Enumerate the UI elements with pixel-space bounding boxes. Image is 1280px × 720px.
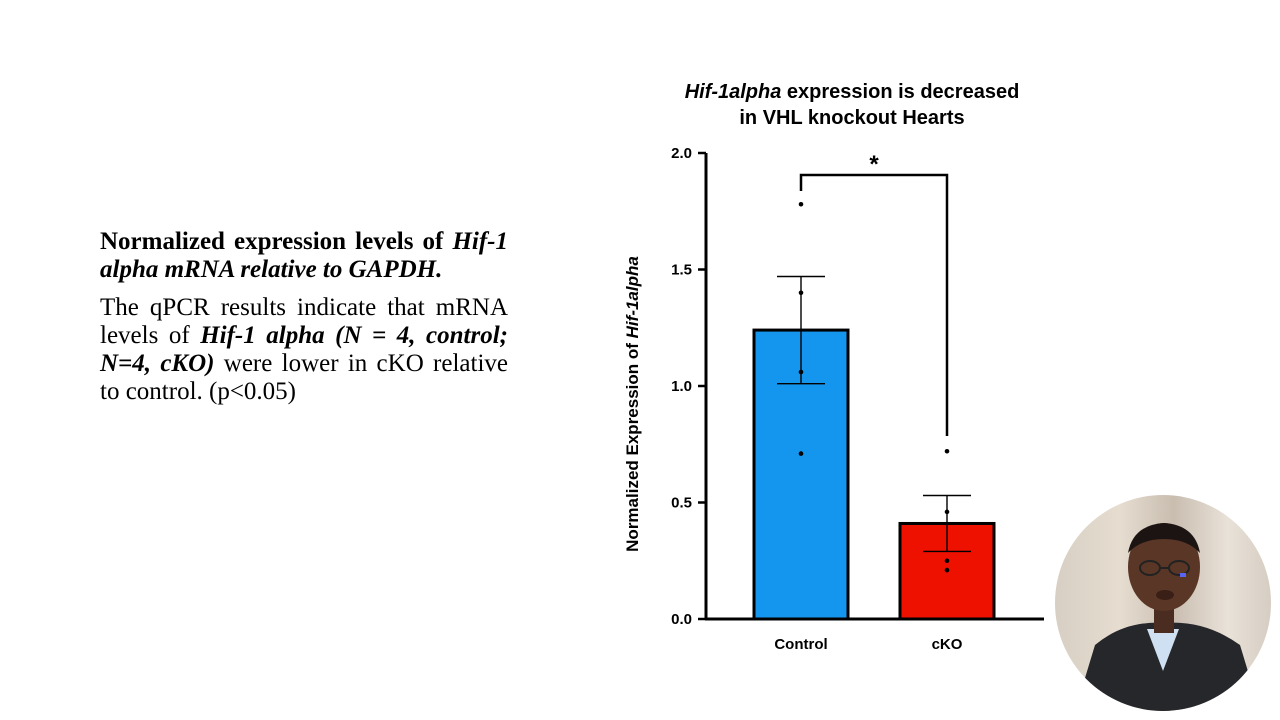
heading-italic-text: Hif-1 alpha mRNA relative to GAPDH.: [100, 228, 508, 283]
chart-title-italic: Hif-1alpha: [684, 81, 782, 103]
presenter-webcam: [1055, 495, 1271, 711]
chart-title: Hif-1alpha expression is decreased in VHL…: [640, 79, 1064, 131]
chart-title-line1: expression is decreased: [781, 81, 1020, 103]
data-point-cko-3: [944, 558, 950, 564]
chart-title-line2: in VHL knockout Hearts: [739, 107, 965, 129]
slide-body: The qPCR results indicate that mRNA leve…: [100, 294, 508, 406]
slide-text: Normalized expression levels of Hif-1 al…: [100, 228, 508, 406]
y-tick-label-2.0: 2.0: [671, 145, 692, 162]
significance-marker: *: [869, 151, 879, 178]
significance-bracket: [799, 173, 949, 436]
x-tick-label-control: Control: [774, 636, 827, 653]
data-point-control-2: [798, 290, 804, 296]
data-point-control-3: [798, 369, 804, 375]
data-point-control-4: [798, 451, 804, 456]
y-tick-label-1.5: 1.5: [671, 262, 692, 279]
x-tick-label-cko: cKO: [932, 636, 963, 653]
body-text-3: were lower in cKO relative to control. (…: [100, 350, 508, 405]
y-tick-label-0.0: 0.0: [671, 611, 692, 628]
data-point-cko-2: [944, 509, 950, 515]
body-text-1: The qPCR results indicate that mRNA leve…: [100, 294, 508, 349]
body-text-2: Hif-1 alpha (N = 4, control; N=4, cKO): [100, 322, 509, 377]
y-tick-label-1.0: 1.0: [671, 378, 692, 395]
data-point-cko-1: [944, 448, 950, 454]
y-tick-label-0.5: 0.5: [671, 495, 692, 512]
presenter-video-icon: [1075, 523, 1260, 711]
data-point-control-1: [798, 201, 804, 207]
slide-heading: Normalized expression levels of Hif-1 al…: [100, 228, 508, 284]
heading-text: Normalized expression levels of: [100, 228, 453, 255]
data-point-cko-4: [944, 567, 950, 573]
